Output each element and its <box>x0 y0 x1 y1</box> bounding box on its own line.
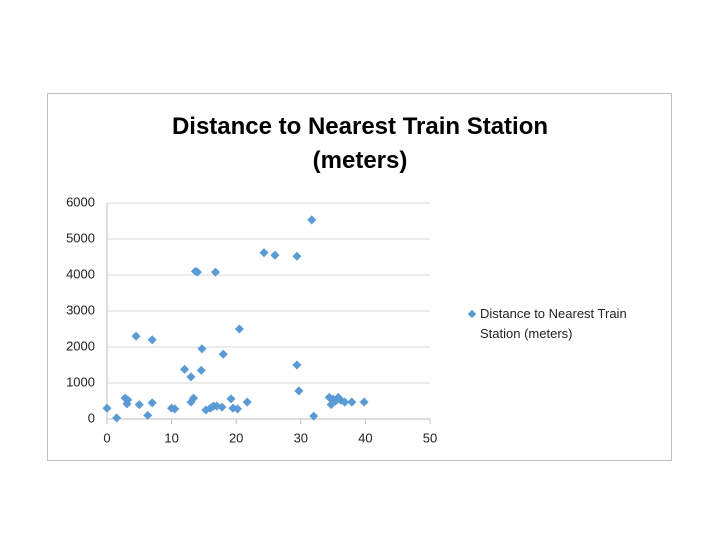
scatter-point <box>347 397 357 407</box>
x-tick-label: 20 <box>229 430 243 445</box>
scatter-point <box>170 404 180 414</box>
y-tick-label: 4000 <box>66 266 95 281</box>
scatter-point <box>196 365 206 375</box>
scatter-point <box>102 403 112 413</box>
scatter-point <box>292 360 302 370</box>
scatter-point <box>234 324 244 334</box>
x-tick-label: 0 <box>103 430 110 445</box>
scatter-point <box>242 397 252 407</box>
scatter-point <box>294 386 304 396</box>
scatter-point <box>134 400 144 410</box>
scatter-point <box>189 393 199 403</box>
x-tick-label: 10 <box>164 430 178 445</box>
x-tick-label: 50 <box>423 430 437 445</box>
scatter-point <box>186 372 196 382</box>
y-tick-label: 2000 <box>66 338 95 353</box>
scatter-point <box>232 404 243 414</box>
legend-marker <box>466 304 480 324</box>
x-tick-label: 40 <box>358 430 372 445</box>
legend: Distance to Nearest Train Station (meter… <box>466 304 665 344</box>
y-tick-label: 1000 <box>66 374 95 389</box>
x-tick-label: 30 <box>294 430 308 445</box>
scatter-point <box>211 267 221 277</box>
scatter-point <box>270 250 280 260</box>
scatter-point <box>218 349 228 359</box>
y-tick-label: 5000 <box>66 230 95 245</box>
scatter-point <box>307 215 317 225</box>
scatter-point <box>259 248 269 258</box>
scatter-point <box>192 267 202 277</box>
y-tick-label: 6000 <box>66 194 95 209</box>
scatter-point <box>197 344 207 354</box>
scatter-point <box>131 331 141 341</box>
y-tick-label: 0 <box>88 410 95 425</box>
chart-frame <box>47 93 672 461</box>
scatter-point <box>143 410 153 420</box>
scatter-point <box>226 394 236 404</box>
scatter-point <box>147 335 157 345</box>
scatter-point <box>147 398 157 408</box>
scatter-point <box>292 251 302 261</box>
scatter-point <box>112 413 122 423</box>
scatter-point <box>359 397 369 407</box>
chart-title: Distance to Nearest Train Station (meter… <box>171 113 549 174</box>
y-tick-label: 3000 <box>66 302 95 317</box>
scatter-point <box>179 364 190 374</box>
legend-label: Distance to Nearest Train Station (meter… <box>480 306 627 341</box>
